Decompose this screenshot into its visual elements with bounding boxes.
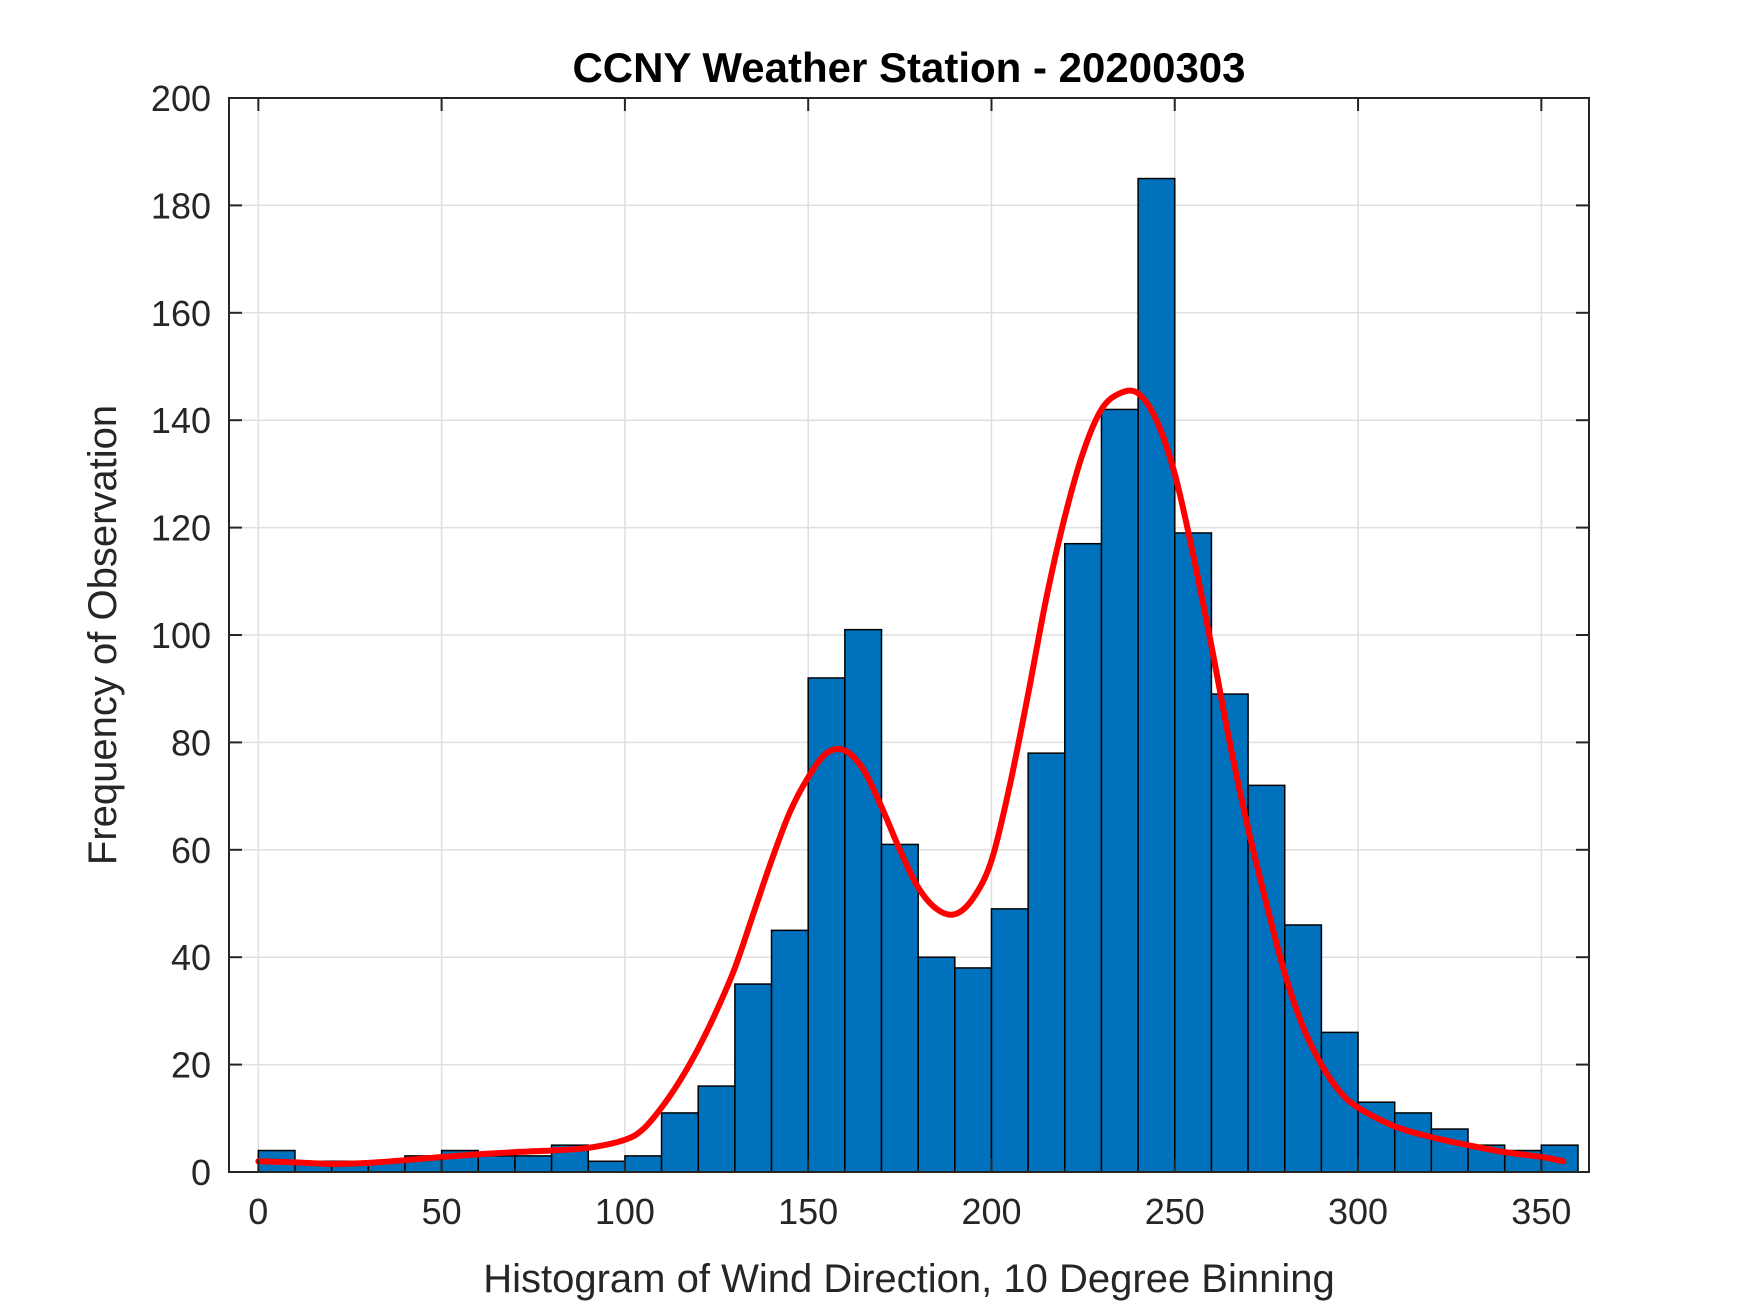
axis-ticks: [229, 97, 1589, 1173]
histogram-bar: [1210, 693, 1249, 1173]
histogram-bar: [587, 1160, 626, 1173]
y-tick-label: 60: [171, 830, 211, 871]
y-tick-label: 100: [151, 615, 211, 656]
fit-curve-line: [255, 387, 1567, 1167]
histogram-bar: [880, 843, 919, 1173]
histogram-bar: [954, 967, 993, 1173]
histogram-bar: [990, 908, 1029, 1173]
y-tick-label: 160: [151, 293, 211, 334]
tick-labels: 0 50 100 150 200 250 300 350 0 20 40 60 80 100 120 140 1…: [151, 78, 1571, 1232]
histogram-bar: [917, 956, 956, 1173]
histogram-bars: [257, 177, 1579, 1173]
y-tick-label: 200: [151, 78, 211, 119]
x-tick-label: 200: [961, 1191, 1021, 1232]
histogram-bar: [734, 983, 773, 1173]
y-axis-title: Frequency of Observation: [81, 405, 125, 865]
x-tick-label: 350: [1511, 1191, 1571, 1232]
x-tick-label: 50: [422, 1191, 462, 1232]
x-tick-label: 0: [248, 1191, 268, 1232]
histogram-bar: [1393, 1112, 1433, 1173]
histogram-bar: [844, 628, 883, 1173]
histogram-bar: [477, 1155, 516, 1173]
x-tick-label: 250: [1145, 1191, 1205, 1232]
y-tick-label: 40: [171, 937, 211, 978]
y-tick-label: 180: [151, 185, 211, 226]
histogram-bar: [624, 1155, 663, 1173]
histogram-bar: [1100, 408, 1139, 1173]
y-tick-label: 80: [171, 722, 211, 763]
histogram-bar: [697, 1085, 736, 1173]
x-tick-label: 100: [595, 1191, 655, 1232]
histogram-bar: [1137, 177, 1176, 1173]
y-tick-label: 0: [191, 1152, 211, 1193]
chart-title: CCNY Weather Station - 20200303: [572, 44, 1245, 91]
x-tick-label: 300: [1328, 1191, 1388, 1232]
x-tick-label: 150: [778, 1191, 838, 1232]
histogram-bar: [1064, 542, 1103, 1173]
y-tick-label: 120: [151, 508, 211, 549]
y-tick-label: 20: [171, 1045, 211, 1086]
histogram-bar: [514, 1155, 553, 1173]
histogram-bar: [1027, 752, 1066, 1173]
histogram-bar: [770, 929, 809, 1173]
x-axis-title: Histogram of Wind Direction, 10 Degree B…: [483, 1257, 1335, 1301]
y-tick-label: 140: [151, 400, 211, 441]
histogram-bar: [1174, 532, 1213, 1173]
histogram-bar: [660, 1112, 699, 1173]
